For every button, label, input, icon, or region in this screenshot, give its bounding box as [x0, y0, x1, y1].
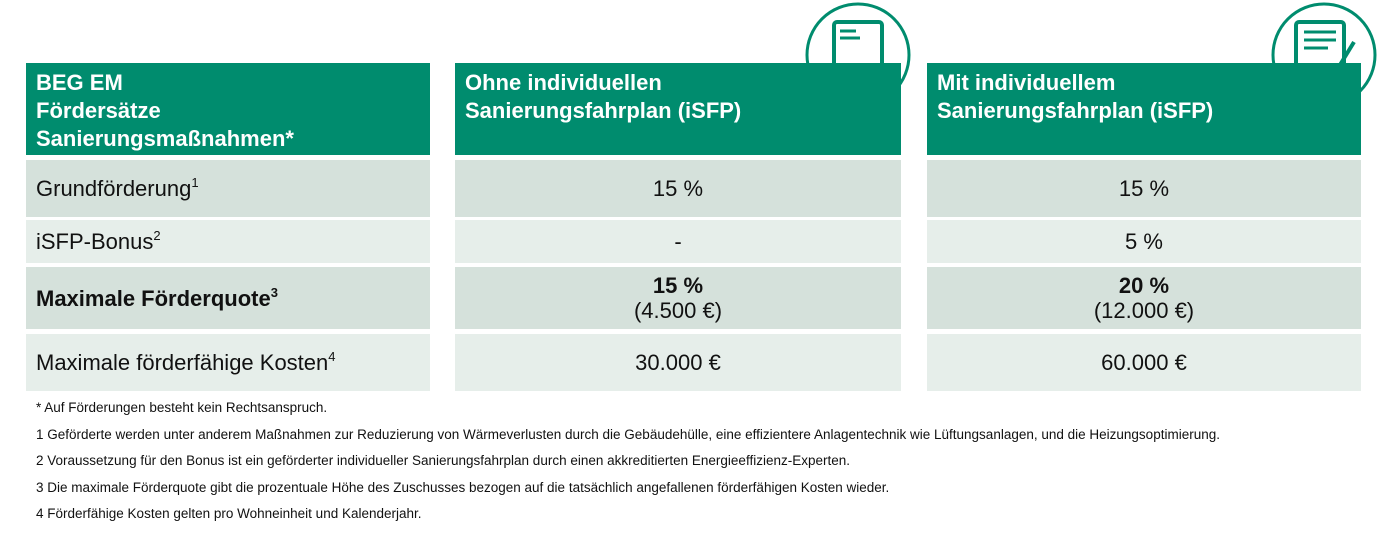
- row-label-cell: iSFP-Bonus2: [26, 220, 430, 263]
- header-text: BEG EM: [36, 70, 123, 95]
- row-label-text: Grundförderung: [36, 176, 192, 201]
- row-label-cell: Maximale förderfähige Kosten4: [26, 334, 430, 391]
- value-text: (4.500 €): [633, 298, 723, 323]
- value-cell: 20 % (12.000 €): [927, 267, 1361, 329]
- footnote: 3 Die maximale Förderquote gibt die proz…: [36, 479, 890, 495]
- value-text: -: [674, 229, 682, 254]
- value-text: (12.000 €): [1093, 298, 1195, 323]
- value-cell: 15 % (4.500 €): [455, 267, 901, 329]
- value-text: 30.000 €: [635, 350, 721, 375]
- header-text: Sanierungsfahrplan (iSFP): [465, 98, 742, 123]
- row-label: Maximale förderfähige Kosten4: [36, 350, 430, 375]
- row-label-text: Maximale Förderquote: [36, 285, 271, 311]
- value-text: 60.000 €: [1101, 350, 1187, 375]
- value-cell: 60.000 €: [927, 334, 1361, 391]
- value-text: 15 %: [652, 273, 704, 298]
- value-cell: -: [455, 220, 901, 263]
- value-cell: 15 %: [927, 160, 1361, 217]
- header-text: Mit individuellem: [937, 70, 1116, 95]
- footnote-ref: 1: [191, 175, 199, 190]
- row-label-text: Maximale förderfähige Kosten: [36, 350, 329, 375]
- row-label-cell: Maximale Förderquote3: [26, 267, 430, 329]
- value-cell: 30.000 €: [455, 334, 901, 391]
- value-text: 20 %: [1118, 273, 1170, 298]
- value-cell: 5 %: [927, 220, 1361, 263]
- footnote: 4 Förderfähige Kosten gelten pro Wohnein…: [36, 506, 422, 521]
- footnote-ref: 4: [328, 349, 336, 364]
- header-cell: BEG EM Fördersätze Sanierungsmaßnahmen*: [26, 63, 430, 155]
- value-text: 15 %: [1118, 176, 1170, 201]
- row-label: Grundförderung1: [36, 176, 430, 201]
- header-cell: Ohne individuellen Sanierungsfahrplan (iS…: [455, 63, 901, 155]
- footnote-ref: 3: [270, 284, 278, 300]
- header-text: Fördersätze: [36, 98, 161, 123]
- header-cell: Mit individuellem Sanierungsfahrplan (iSF…: [927, 63, 1361, 155]
- row-label-cell: Grundförderung1: [26, 160, 430, 217]
- value-text: 5 %: [1125, 229, 1163, 254]
- row-label: iSFP-Bonus2: [36, 229, 430, 254]
- header-text: Sanierungsfahrplan (iSFP): [937, 98, 1214, 123]
- header-text: Ohne individuellen: [465, 70, 662, 95]
- footnote-ref: 2: [153, 228, 161, 243]
- value-text: 15 %: [652, 176, 704, 201]
- footnote: 1 Geförderte werden unter anderem Maßnah…: [36, 426, 1220, 442]
- row-label: Maximale Förderquote3: [36, 286, 430, 311]
- row-label-text: iSFP-Bonus: [36, 229, 154, 254]
- footnote: 2 Voraussetzung für den Bonus ist ein ge…: [36, 453, 850, 468]
- header-text: Sanierungsmaßnahmen*: [36, 126, 294, 151]
- value-cell: 15 %: [455, 160, 901, 217]
- footnote: * Auf Förderungen besteht kein Rechtsans…: [36, 400, 328, 415]
